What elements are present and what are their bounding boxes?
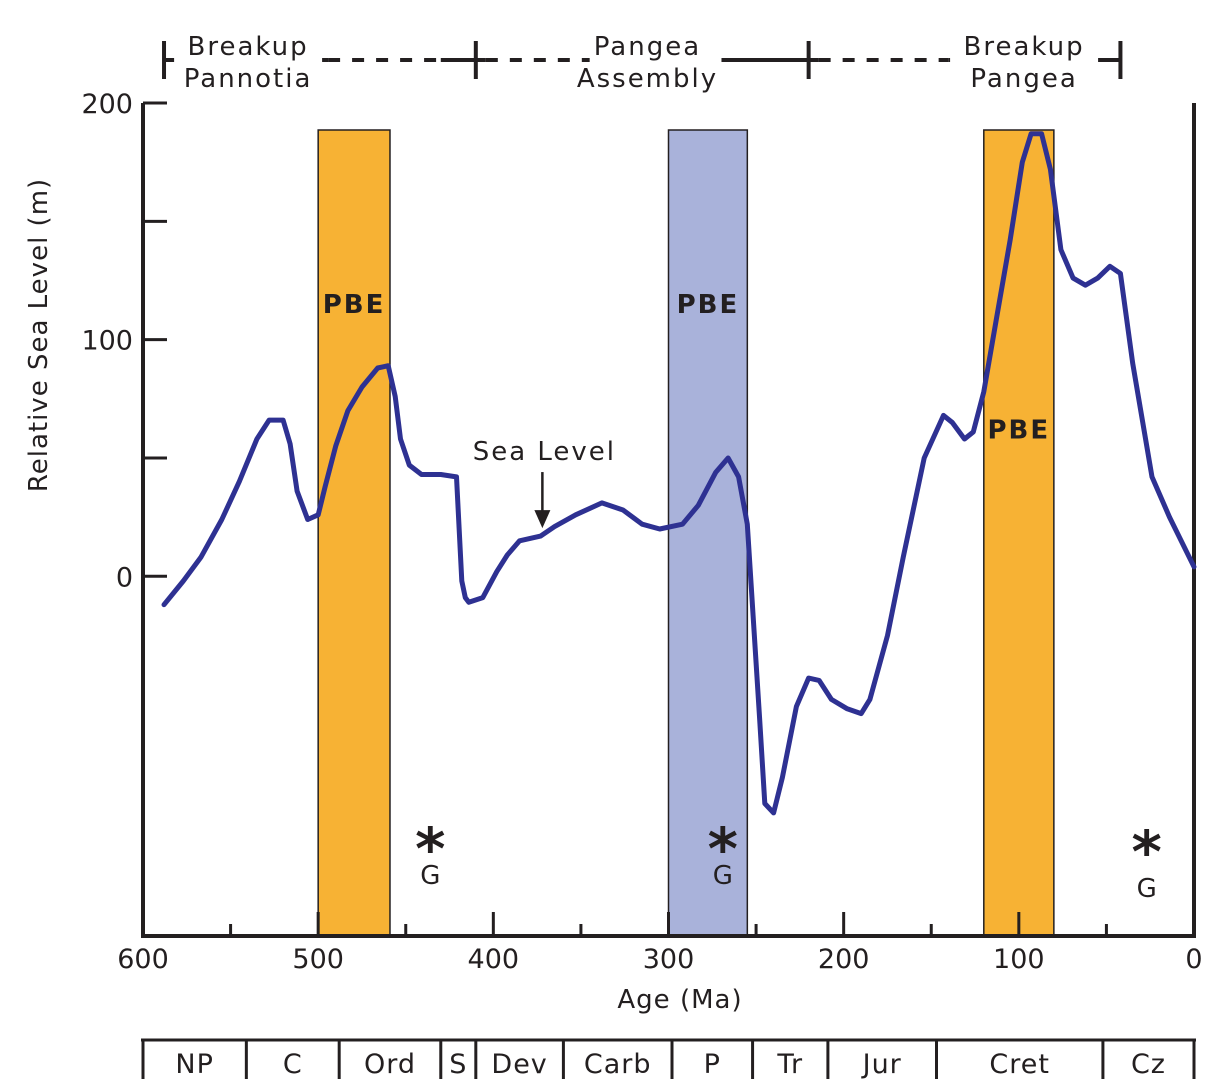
y-tick-label: 0 xyxy=(116,562,133,593)
pbe-band-label: PBE xyxy=(323,290,386,320)
period-label: Cret xyxy=(989,1049,1050,1079)
x-tick-label: 0 xyxy=(1185,944,1202,975)
x-tick-label: 600 xyxy=(117,944,169,975)
y-tick-label: 100 xyxy=(81,326,133,357)
glaciation-star: * xyxy=(1132,818,1162,886)
y-tick-label: 200 xyxy=(81,89,133,120)
x-tick-label: 400 xyxy=(468,944,520,975)
period-label: C xyxy=(283,1049,303,1079)
phase-label-line1: Breakup xyxy=(964,32,1085,62)
period-label: NP xyxy=(175,1049,213,1079)
pbe-band xyxy=(317,129,391,937)
pbe-band xyxy=(667,129,749,937)
period-label: P xyxy=(704,1049,721,1079)
phase-label-line1: Breakup xyxy=(188,32,309,62)
period-label: Dev xyxy=(491,1049,547,1079)
phase-label-line1: Pangea xyxy=(594,32,701,62)
sea-level-line xyxy=(161,131,1197,816)
glaciation-label: G xyxy=(713,861,733,891)
phase-label-line2: Pangea xyxy=(970,64,1077,94)
x-tick-label: 100 xyxy=(993,944,1045,975)
annotation-layer: Sea Level*G *G *G xyxy=(415,437,1162,904)
line-layer xyxy=(161,131,1197,816)
phase-label-line2: Pannotia xyxy=(184,64,313,94)
glaciation-label: G xyxy=(420,861,440,891)
period-label: Cz xyxy=(1131,1049,1166,1079)
period-strip: NP C Ord S Dev Carb P Tr Jur Cret Cz xyxy=(141,1038,1196,1079)
period-label: S xyxy=(449,1049,467,1079)
x-tick-label: 300 xyxy=(643,944,695,975)
pbe-band-label: PBE xyxy=(677,290,740,320)
glaciation-label: G xyxy=(1137,874,1157,904)
annotation-arrow-head xyxy=(534,510,551,529)
period-label: Ord xyxy=(364,1049,416,1079)
period-label: Jur xyxy=(861,1049,902,1079)
x-axis-title: Age (Ma) xyxy=(617,985,742,1015)
phase-label-line2: Assembly xyxy=(577,64,718,94)
period-label: Tr xyxy=(776,1049,803,1079)
glaciation-star: * xyxy=(415,815,445,883)
sea-level-annotation: Sea Level xyxy=(473,437,616,467)
pbe-band xyxy=(983,129,1055,937)
phase-layer: BreakupPannotiaPangeaAssemblyBreakupPang… xyxy=(162,32,1123,94)
band-layer: PBE PBE PBE xyxy=(317,129,1055,937)
x-tick-label: 500 xyxy=(292,944,344,975)
x-tick-label: 200 xyxy=(818,944,870,975)
pbe-band-label: PBE xyxy=(988,416,1051,446)
period-label: Carb xyxy=(584,1049,652,1079)
y-axis-title: Relative Sea Level (m) xyxy=(24,178,54,492)
glaciation-star: * xyxy=(708,815,738,883)
axes-layer: 0 100 200 600 500 400 300 200 100 0 xyxy=(81,89,1202,975)
